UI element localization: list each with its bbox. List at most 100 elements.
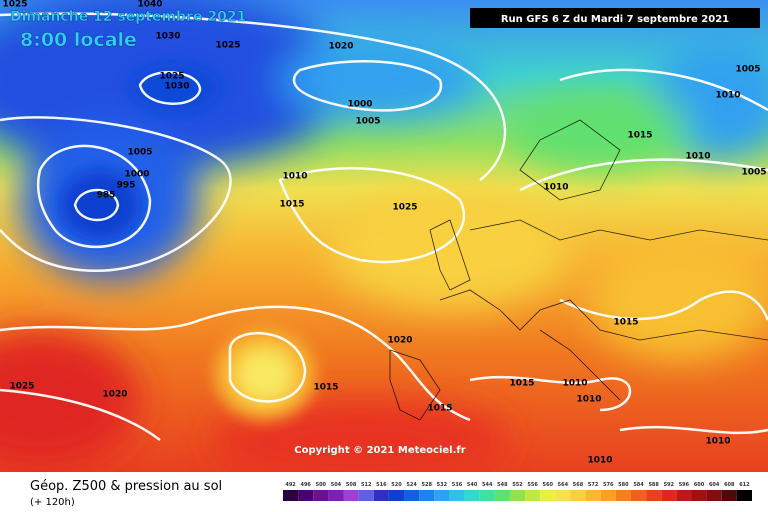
isobar-label: 995 [117, 181, 136, 191]
scale-swatch [509, 490, 526, 501]
scale-label: 560 [543, 482, 554, 488]
isobar-label: 1010 [576, 395, 601, 405]
isobar-label: 1025 [2, 0, 27, 10]
scale-swatch [494, 490, 510, 501]
isobar-label: 1005 [355, 117, 380, 127]
scale-swatch [313, 490, 329, 501]
isobar-label: 1025 [392, 203, 417, 213]
isobar-label: 1015 [279, 200, 304, 210]
scale-label: 548 [497, 482, 508, 488]
field [0, 0, 768, 480]
scale-label: 536 [452, 482, 463, 488]
scale-swatch [449, 490, 465, 501]
scale-swatch [615, 490, 631, 501]
scale-label: 584 [633, 482, 644, 488]
isobar-label: 1010 [562, 379, 587, 389]
footer-title: Géop. Z500 & pression au sol [30, 479, 222, 494]
isobar-label: 1010 [685, 152, 710, 162]
isobar-label: 1040 [137, 0, 162, 10]
scale-swatch [706, 490, 722, 501]
scale-label: 576 [603, 482, 614, 488]
scale-label: 520 [391, 482, 402, 488]
scale-swatch [479, 490, 495, 501]
scale-swatch [404, 490, 420, 501]
scale-label: 528 [422, 482, 433, 488]
scale-swatch [434, 490, 450, 501]
scale-label: 504 [331, 482, 342, 488]
scale-swatch [691, 490, 707, 501]
scale-label: 544 [482, 482, 493, 488]
scale-label: 500 [316, 482, 327, 488]
isobar-label: 1015 [427, 404, 452, 414]
scale-swatch [540, 490, 556, 501]
run-info: Run GFS 6 Z du Mardi 7 septembre 2021 [501, 14, 729, 25]
scale-label: 608 [724, 482, 735, 488]
scale-swatch [646, 490, 662, 501]
isobar-label: 1010 [282, 172, 307, 182]
scale-label: 568 [573, 482, 584, 488]
scale-swatch [373, 490, 389, 501]
scale-label: 600 [694, 482, 705, 488]
isobar-label: 1010 [543, 183, 568, 193]
scale-label: 516 [376, 482, 387, 488]
scale-label: 492 [285, 482, 296, 488]
scale-label: 512 [361, 482, 372, 488]
scale-swatch [419, 490, 435, 501]
isobar-label: 1015 [313, 383, 338, 393]
scale-swatch [298, 490, 314, 501]
isobar-label: 1025 [215, 41, 240, 51]
isobar-label: 1015 [613, 318, 638, 328]
scale-label: 508 [346, 482, 357, 488]
isobar-label: 1010 [587, 456, 612, 466]
scale-swatch [630, 490, 647, 501]
scale-swatch [464, 490, 480, 501]
scale-swatch [343, 490, 359, 501]
isobar-label: 1010 [715, 91, 740, 101]
scale-swatch [676, 490, 692, 501]
copyright: Copyright © 2021 Meteociel.fr [294, 445, 465, 456]
scale-swatch [525, 490, 541, 501]
isobar-label: 985 [97, 191, 116, 201]
isobar-label: 1005 [735, 65, 760, 75]
scale-swatch [570, 490, 586, 501]
date: Dimanche 12 septembre 2021 [10, 9, 246, 25]
scale-swatch [600, 490, 616, 501]
scale-label: 588 [648, 482, 659, 488]
color-scale: 492 496 500 504 508 512 516 520 524 528 532 536 540 5… [283, 482, 752, 501]
isobar-label: 1005 [127, 148, 152, 158]
scale-label: 556 [527, 482, 538, 488]
isobar-label: 1025 [9, 382, 34, 392]
scale-swatch [661, 490, 677, 501]
scale-label: 532 [437, 482, 448, 488]
isobar-label: 1000 [347, 100, 372, 110]
scale-label: 604 [709, 482, 720, 488]
time: 8:00 locale [20, 29, 137, 51]
footer-lead: (+ 120h) [30, 497, 75, 508]
isobar-label: 1025 [159, 72, 184, 82]
isobar-label: 1030 [155, 32, 180, 42]
scale-swatch [585, 490, 601, 501]
isobar-label: 1020 [328, 42, 353, 52]
isobar-label: 1005 [741, 168, 766, 178]
scale-swatch [736, 490, 752, 501]
scale-label: 540 [467, 482, 478, 488]
scale-swatch [555, 490, 571, 501]
scale-swatch [388, 490, 405, 501]
scale-label: 580 [618, 482, 629, 488]
isobar-label: 1010 [705, 437, 730, 447]
scale-label: 552 [512, 482, 523, 488]
isobar-label: 1020 [387, 336, 412, 346]
isobar-label: 1015 [627, 131, 652, 141]
scale-label: 496 [300, 482, 311, 488]
scale-label: 524 [406, 482, 417, 488]
scale-label: 612 [739, 482, 750, 488]
scale-swatch [721, 490, 737, 501]
scale-label: 564 [558, 482, 569, 488]
scale-label: 572 [588, 482, 599, 488]
isobar-label: 1015 [509, 379, 534, 389]
run-box [470, 8, 760, 28]
scale-swatch [283, 490, 299, 501]
isobar-label: 1020 [102, 390, 127, 400]
